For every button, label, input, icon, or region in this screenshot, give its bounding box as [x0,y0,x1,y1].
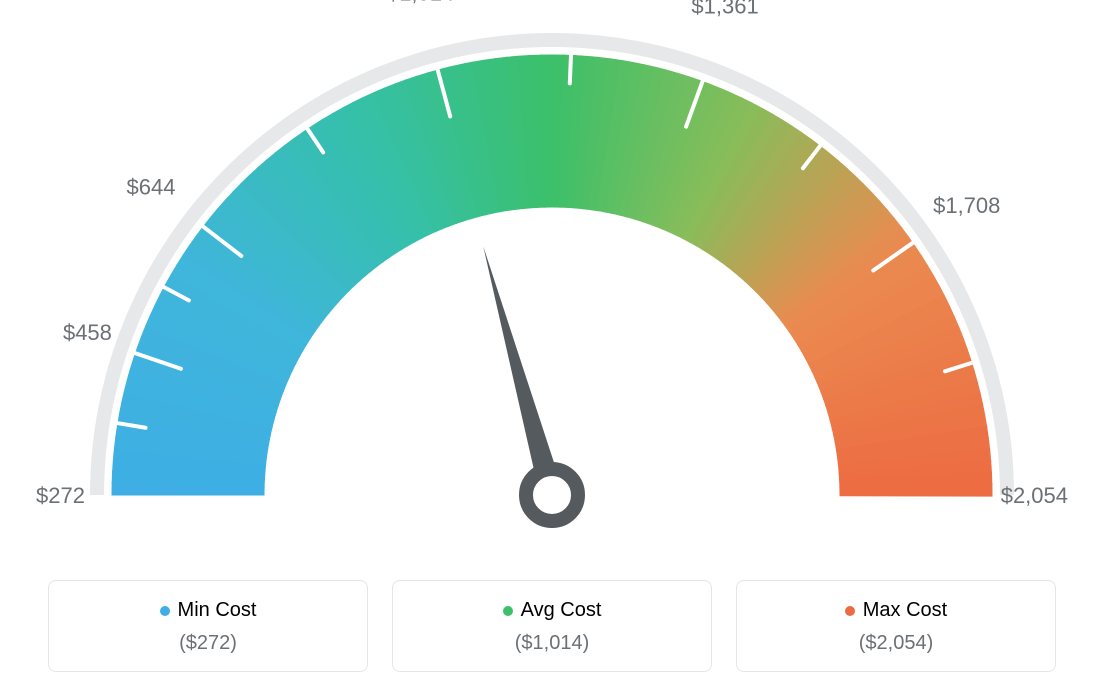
legend-card-min: Min Cost ($272) [48,580,368,672]
tick-label: $272 [36,483,85,508]
tick-label: $1,708 [933,193,1000,218]
legend-title-max: Max Cost [845,599,947,622]
gauge-needle [483,246,563,498]
tick-label: $1,014 [387,0,454,5]
gauge-svg: $272 $458 $644 $1,014 $1,361 $1,708 $2,054 [0,0,1104,560]
legend-title-avg: Avg Cost [503,599,602,622]
legend-value-avg: ($1,014) [403,632,701,655]
legend-title-min-text: Min Cost [178,599,257,622]
legend-value-max: ($2,054) [747,632,1045,655]
legend-value-min: ($272) [59,632,357,655]
tick-label: $2,054 [1001,483,1068,508]
gauge-chart-container: $272 $458 $644 $1,014 $1,361 $1,708 $2,054 Min… [0,0,1104,690]
tick-label: $458 [63,320,112,345]
legend-title-min: Min Cost [160,599,257,622]
legend-title-avg-text: Avg Cost [521,599,602,622]
dot-icon-min [160,606,170,616]
gauge-area: $272 $458 $644 $1,014 $1,361 $1,708 $2,054 [0,0,1104,560]
legend-card-avg: Avg Cost ($1,014) [392,580,712,672]
legend-row: Min Cost ($272) Avg Cost ($1,014) Max Co… [0,580,1104,672]
dot-icon-max [845,606,855,616]
gauge-hub [526,469,578,521]
tick-label: $644 [126,174,175,199]
gauge-band [112,55,992,496]
dot-icon-avg [503,606,513,616]
legend-card-max: Max Cost ($2,054) [736,580,1056,672]
legend-title-max-text: Max Cost [863,599,947,622]
tick-label: $1,361 [691,0,758,19]
